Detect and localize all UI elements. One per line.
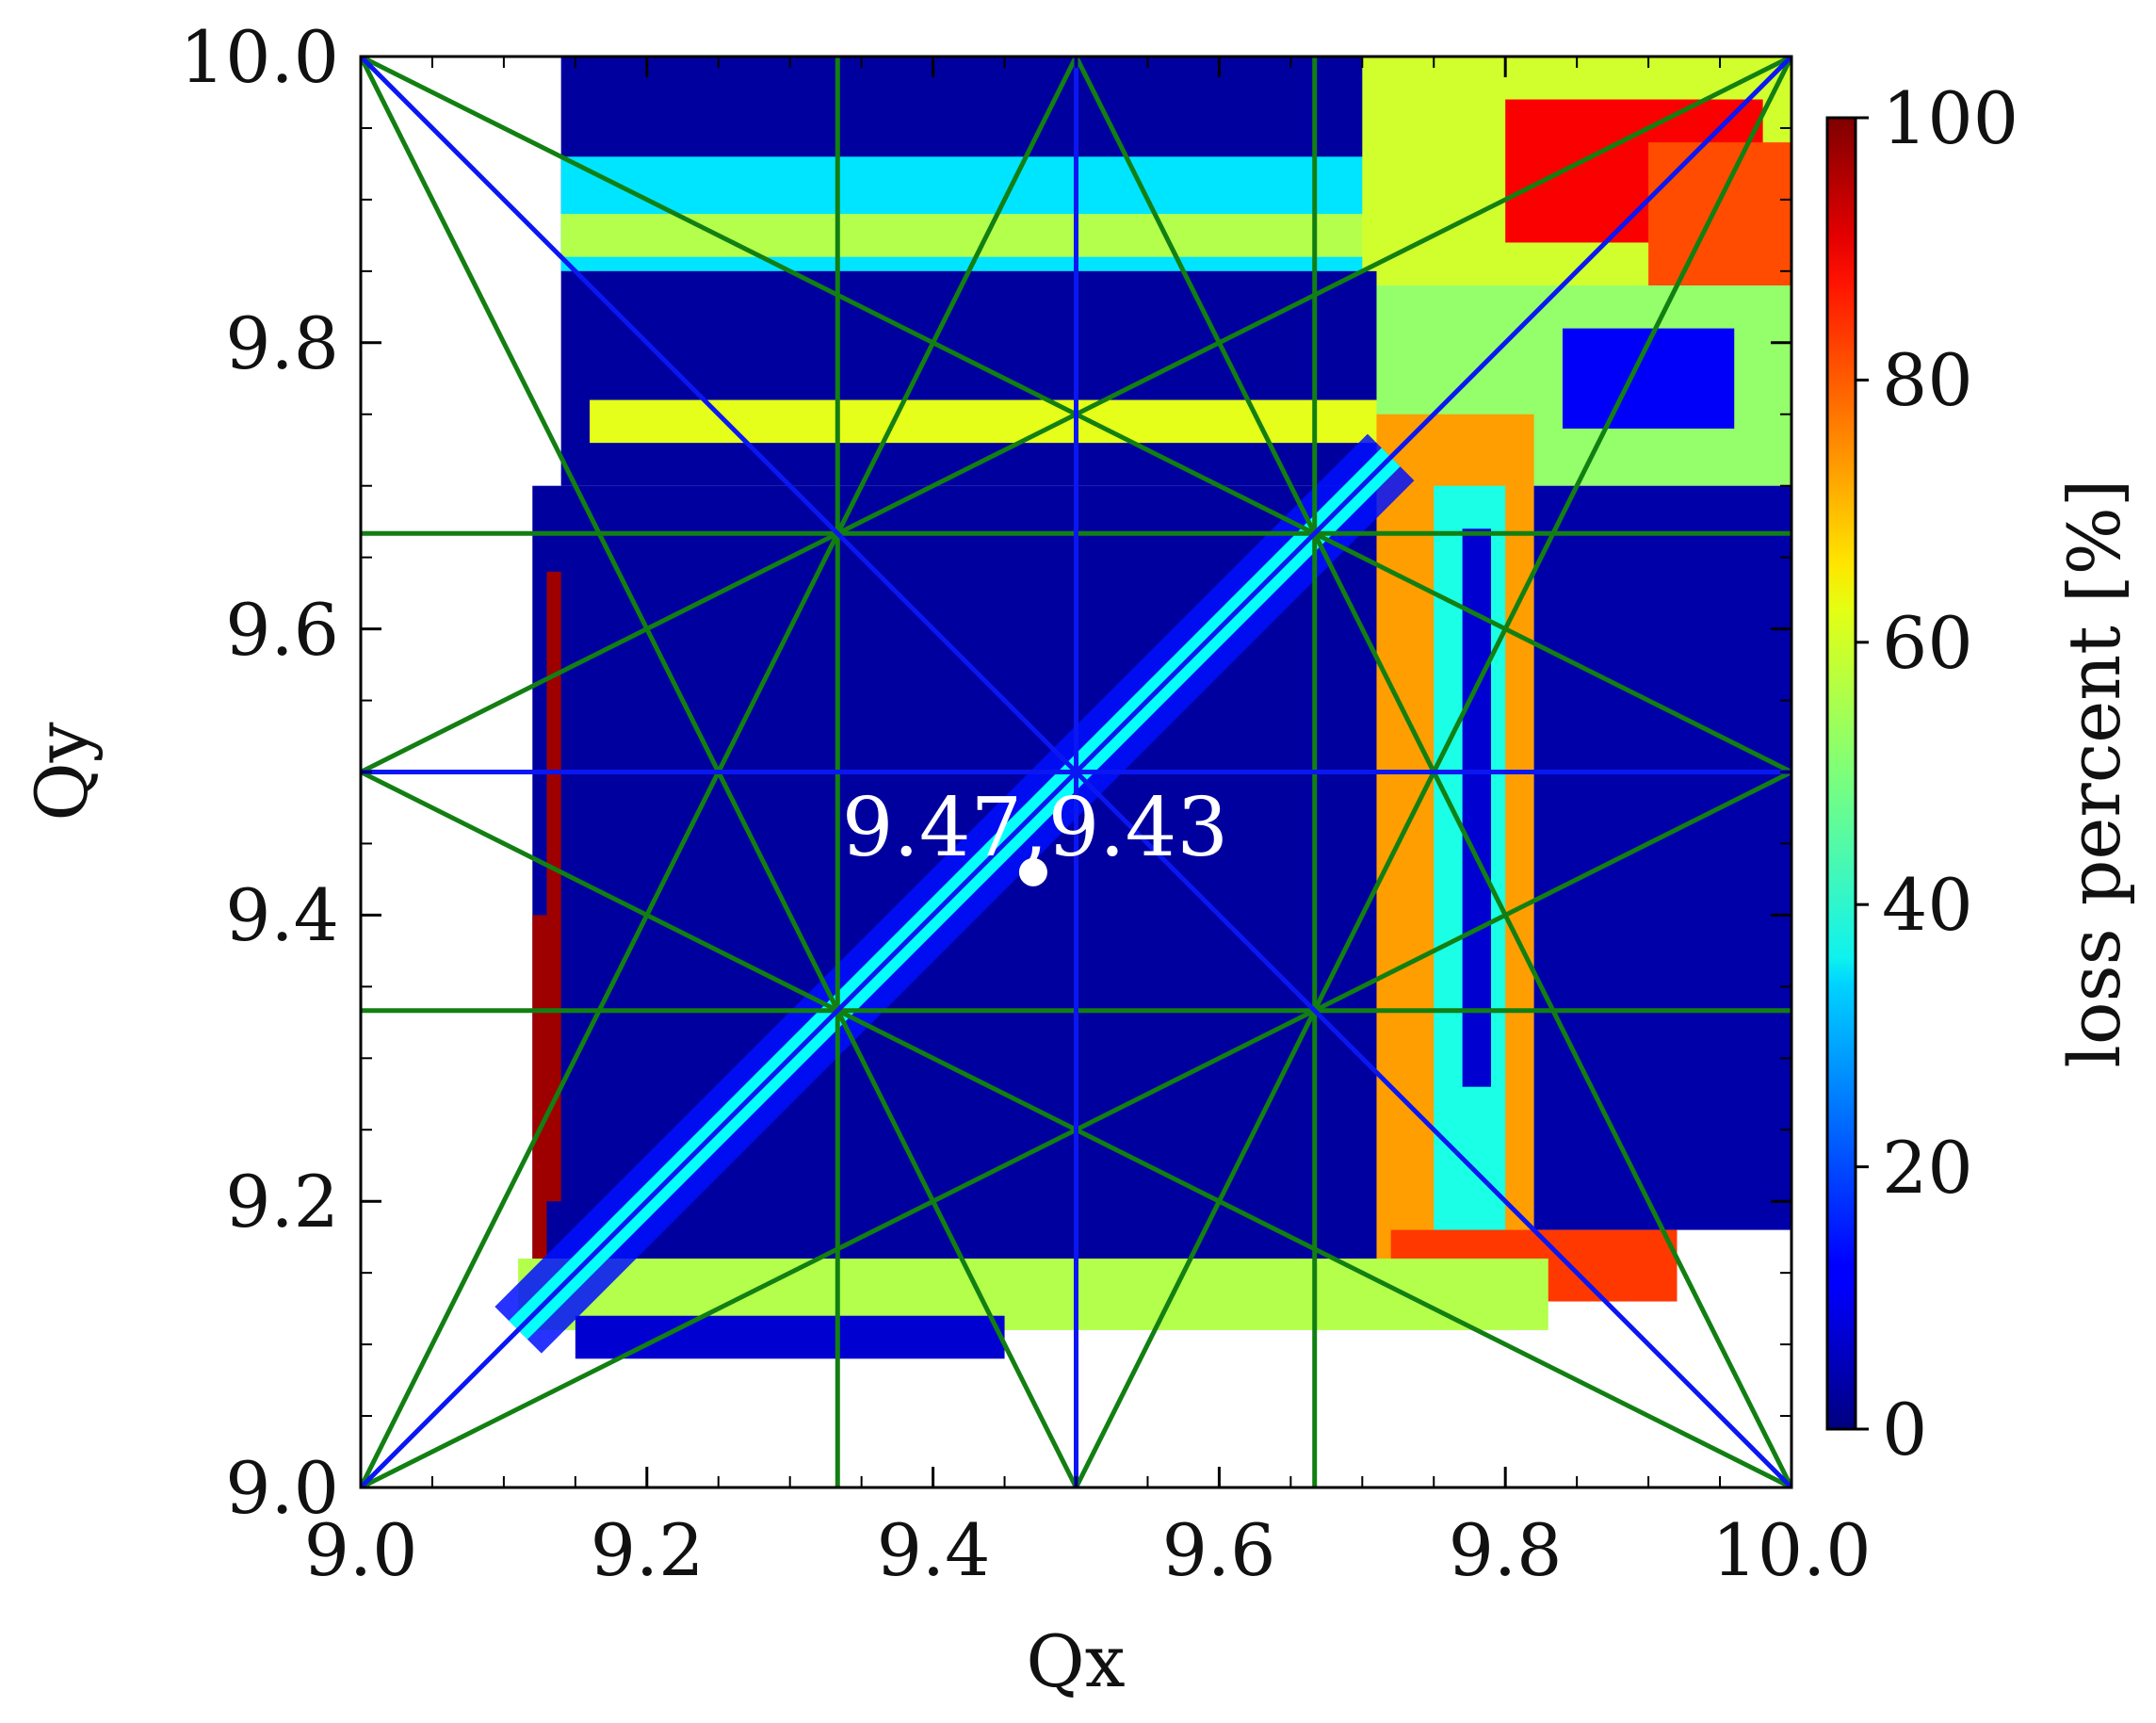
y-tick-label: 9.6	[225, 588, 339, 672]
heatmap-region	[590, 399, 1377, 444]
heatmap-region	[1648, 142, 1791, 286]
heatmap-region	[532, 915, 547, 1259]
resonance-lines	[361, 57, 1791, 1487]
colorbar-label: loss percent [%]	[2052, 480, 2136, 1068]
colorbar-tick-label: 60	[1882, 601, 1973, 685]
y-tick-label: 9.8	[225, 301, 339, 385]
x-tick-label: 9.8	[1449, 1508, 1563, 1592]
y-tick-label: 9.2	[225, 1160, 339, 1243]
y-axis-label: Qy	[20, 722, 104, 821]
colorbar-tick-label: 80	[1882, 338, 1973, 422]
x-tick-label: 9.6	[1162, 1508, 1276, 1592]
colorbar-gradient	[1825, 116, 1857, 1431]
y-tick-label: 9.4	[225, 873, 339, 957]
colorbar: 0 20 40 60 80 100 loss percent [%]	[1825, 76, 2136, 1471]
working-point-label: 9.47,9.43	[842, 781, 1228, 875]
y-tick-label: 9.0	[225, 1446, 339, 1530]
x-tick-label: 9.4	[877, 1508, 991, 1592]
colorbar-tick-label: 100	[1882, 76, 2018, 160]
x-tick-label: 9.0	[304, 1508, 418, 1592]
x-axis-label: Qx	[1026, 1619, 1125, 1703]
x-tick-label: 9.2	[591, 1508, 705, 1592]
x-tick-label: 10.0	[1711, 1508, 1871, 1592]
colorbar-tick-label: 0	[1882, 1388, 1927, 1471]
axis-ticks	[359, 55, 1793, 1489]
heatmap-region	[546, 571, 561, 1202]
heatmap-region	[560, 270, 1377, 486]
working-point-group: 9.47,9.43	[842, 781, 1228, 886]
heatmap-region	[575, 1315, 1005, 1359]
y-tick-label: 10.0	[180, 15, 339, 99]
colorbar-tick-label: 20	[1882, 1126, 1973, 1210]
heatmap-region	[1533, 485, 1791, 1230]
heatmap-region	[560, 214, 1377, 257]
colorbar-tick-label: 40	[1882, 863, 1973, 947]
working-point-marker	[1018, 857, 1047, 886]
colorbar-ticks	[1856, 116, 1869, 1431]
